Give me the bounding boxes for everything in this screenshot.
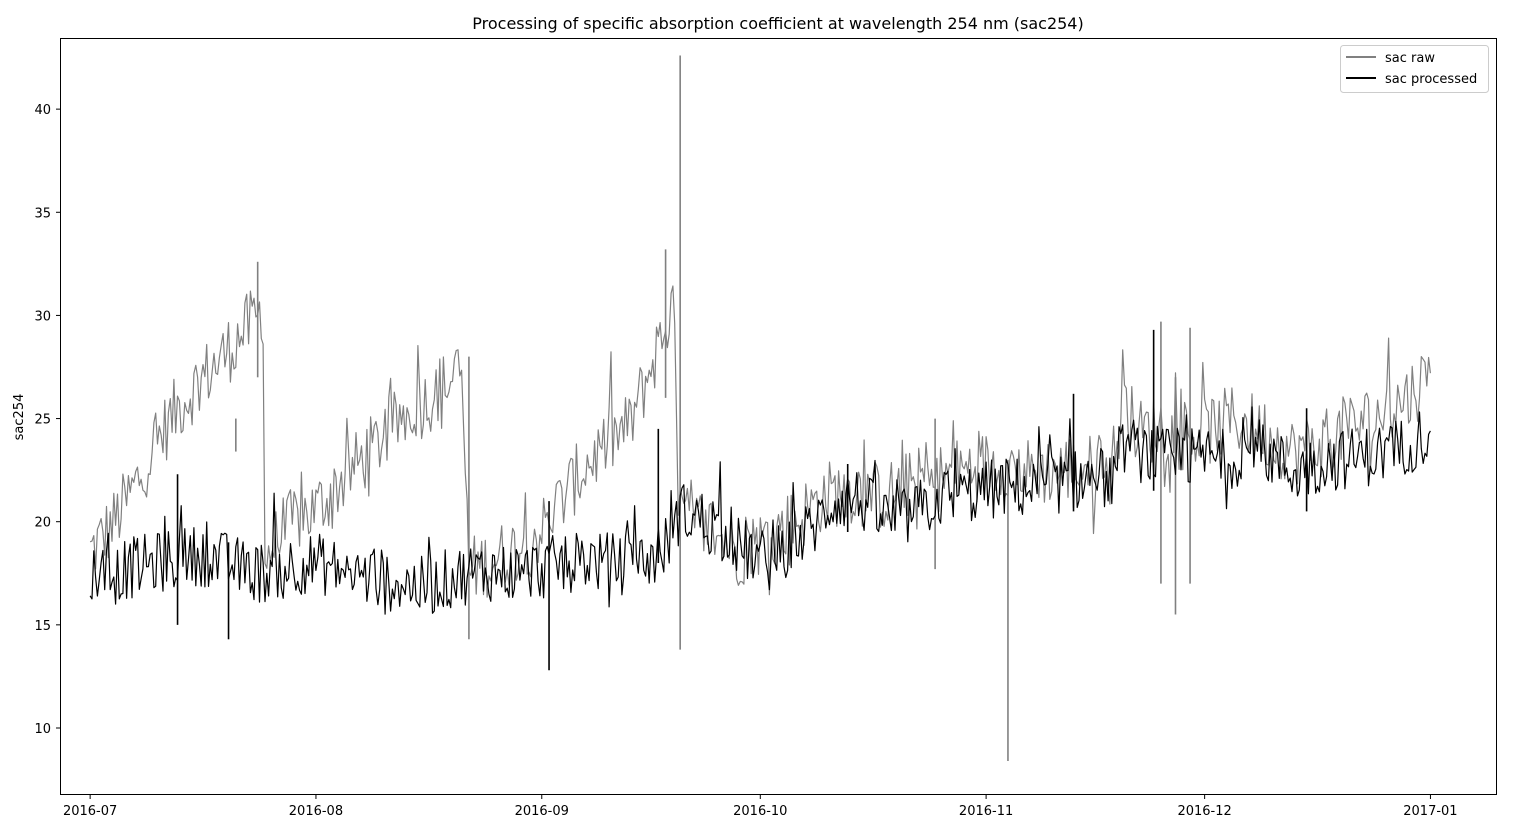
legend-box: [1340, 45, 1489, 93]
y-axis-label: sac254: [12, 394, 27, 441]
legend-label: sac raw: [1385, 51, 1435, 66]
x-tick-label: 2016-11: [959, 804, 1013, 819]
legend-label: sac processed: [1385, 72, 1477, 87]
series-sac-processed: [89, 329, 1431, 671]
y-tick-label: 15: [34, 619, 51, 634]
x-tick-label: 2016-09: [515, 804, 569, 819]
y-tick-label: 30: [34, 309, 51, 324]
y-tick-label: 35: [34, 206, 51, 221]
axes: 2016-07 2016-08 2016-09 2016-10 2016-11 2016-…: [34, 103, 1457, 819]
plot-frame: [60, 38, 1497, 795]
x-tick-label: 2016-08: [289, 804, 343, 819]
y-tick-label: 20: [34, 516, 51, 531]
x-tick-label: 2016-07: [63, 804, 117, 819]
plot-area: [89, 55, 1431, 761]
x-tick-label: 2016-10: [733, 804, 787, 819]
x-tick-label: 2016-12: [1177, 804, 1231, 819]
x-tick-label: 2017-01: [1403, 804, 1457, 819]
legend: sac raw sac processed: [1340, 45, 1489, 93]
y-tick-label: 25: [34, 413, 51, 428]
y-tick-label: 10: [34, 722, 51, 737]
series-line-sac-processed: [89, 406, 1431, 615]
chart-title: Processing of specific absorption coeffi…: [472, 14, 1083, 33]
y-tick-label: 40: [34, 103, 51, 118]
